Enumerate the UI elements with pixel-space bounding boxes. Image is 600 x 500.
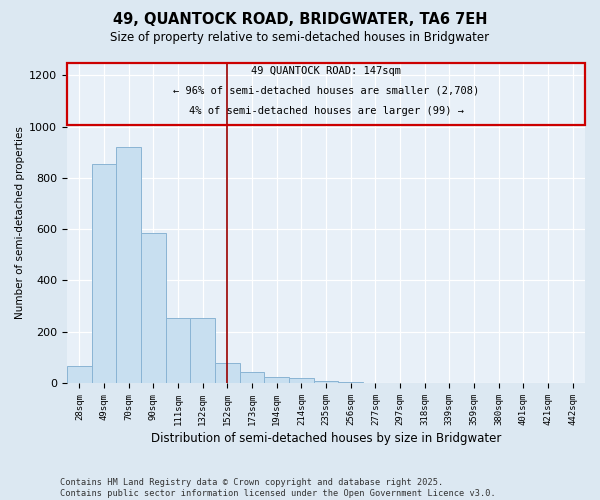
Bar [289,378,314,383]
Text: Contains HM Land Registry data © Crown copyright and database right 2025.
Contai: Contains HM Land Registry data © Crown c… [60,478,496,498]
Bar [338,382,363,383]
Bar [190,318,215,383]
Bar [239,372,265,383]
Bar [141,233,166,383]
X-axis label: Distribution of semi-detached houses by size in Bridgwater: Distribution of semi-detached houses by … [151,432,501,445]
Bar [67,63,585,126]
Bar [67,366,92,383]
Y-axis label: Number of semi-detached properties: Number of semi-detached properties [15,126,25,319]
Text: 49, QUANTOCK ROAD, BRIDGWATER, TA6 7EH: 49, QUANTOCK ROAD, BRIDGWATER, TA6 7EH [113,12,487,28]
Bar [314,380,338,383]
Bar [265,376,289,383]
Text: Size of property relative to semi-detached houses in Bridgwater: Size of property relative to semi-detach… [110,32,490,44]
Bar [215,362,239,383]
Text: 49 QUANTOCK ROAD: 147sqm: 49 QUANTOCK ROAD: 147sqm [251,66,401,76]
Bar [166,318,190,383]
Text: 4% of semi-detached houses are larger (99) →: 4% of semi-detached houses are larger (9… [188,106,464,116]
Text: ← 96% of semi-detached houses are smaller (2,708): ← 96% of semi-detached houses are smalle… [173,85,479,95]
Bar [92,164,116,383]
Bar [116,147,141,383]
